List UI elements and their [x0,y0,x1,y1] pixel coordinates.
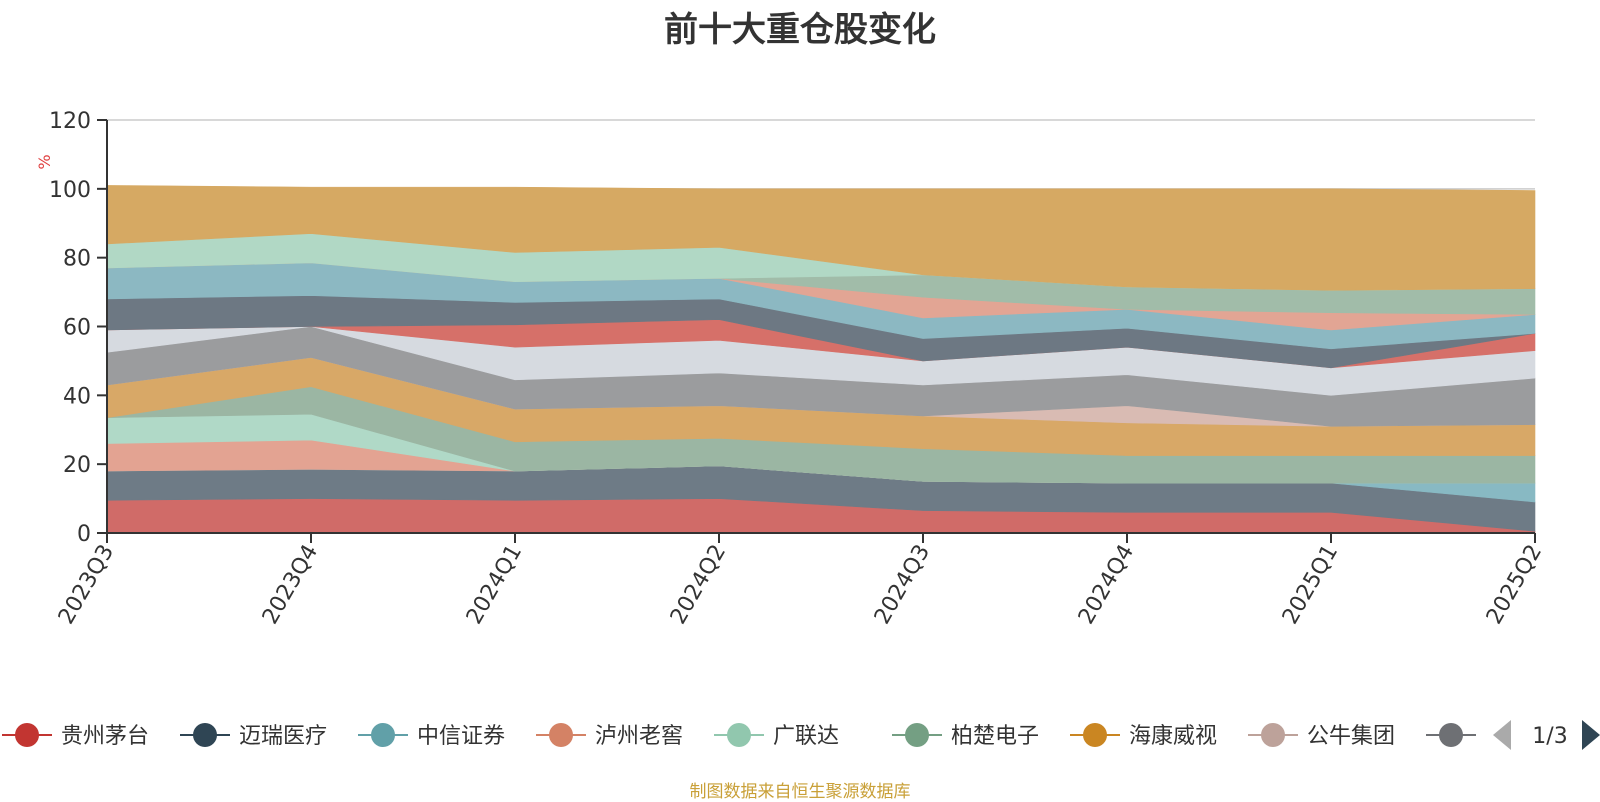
legend-item[interactable]: 迈瑞医疗 [180,723,327,749]
legend-item[interactable]: 公牛集团 [1248,723,1395,749]
y-tick-label: 40 [63,384,91,409]
legend-marker-icon [727,723,751,747]
area-series-group [106,185,1536,534]
legend-marker-icon [905,723,929,747]
legend-marker-icon [1439,723,1463,747]
x-tick-label: 2023Q3 [54,541,119,629]
x-tick-label: 2024Q1 [462,541,527,629]
y-axis-unit: % [35,154,54,169]
area-series-17 [106,185,1536,291]
legend-label: 贵州茅台 [61,724,149,749]
legend-page-indicator: 1/3 [1532,724,1567,749]
x-tick-label: 2024Q4 [1074,541,1139,629]
legend-label: 迈瑞医疗 [239,724,327,749]
legend-item[interactable]: 海康威视 [1070,723,1217,749]
chart-title: 前十大重仓股变化 [664,10,936,50]
legend-item[interactable]: 柏楚电子 [892,723,1039,749]
legend-item[interactable]: 广联达 [714,723,839,749]
legend-marker-icon [15,723,39,747]
legend-item[interactable]: 泸州老窖 [536,723,683,749]
legend-label: 柏楚电子 [951,724,1039,749]
x-tick-label: 2024Q2 [666,541,731,629]
legend-marker-icon [1261,723,1285,747]
legend-item[interactable]: 贵州茅台 [2,723,149,749]
legend: 贵州茅台迈瑞医疗中信证券泸州老窖广联达柏楚电子海康威视公牛集团比亚1/3 [2,713,1600,757]
y-tick-label: 60 [63,316,91,341]
legend-marker-icon [549,723,573,747]
x-tick-label: 2025Q1 [1278,541,1343,629]
legend-label: 广联达 [773,724,839,749]
legend-item[interactable]: 中信证券 [358,723,505,749]
legend-next-icon[interactable] [1582,720,1600,750]
legend-label: 公牛集团 [1307,724,1395,749]
x-tick-label: 2024Q3 [870,541,935,629]
legend-label: 海康威视 [1129,724,1217,749]
legend-marker-icon [1083,723,1107,747]
x-tick-label: 2023Q4 [258,541,323,629]
legend-label: 中信证券 [417,724,505,749]
x-tick-label: 2025Q2 [1482,541,1547,629]
y-tick-label: 20 [63,453,91,478]
y-tick-label: 100 [49,178,91,203]
legend-label: 泸州老窖 [595,724,683,749]
legend-marker-icon [371,723,395,747]
y-tick-label: 0 [77,522,91,547]
data-source-note: 制图数据来自恒生聚源数据库 [689,782,911,802]
legend-prev-icon[interactable] [1493,720,1511,750]
y-tick-label: 120 [49,109,91,134]
legend-marker-icon [193,723,217,747]
y-tick-label: 80 [63,247,91,272]
